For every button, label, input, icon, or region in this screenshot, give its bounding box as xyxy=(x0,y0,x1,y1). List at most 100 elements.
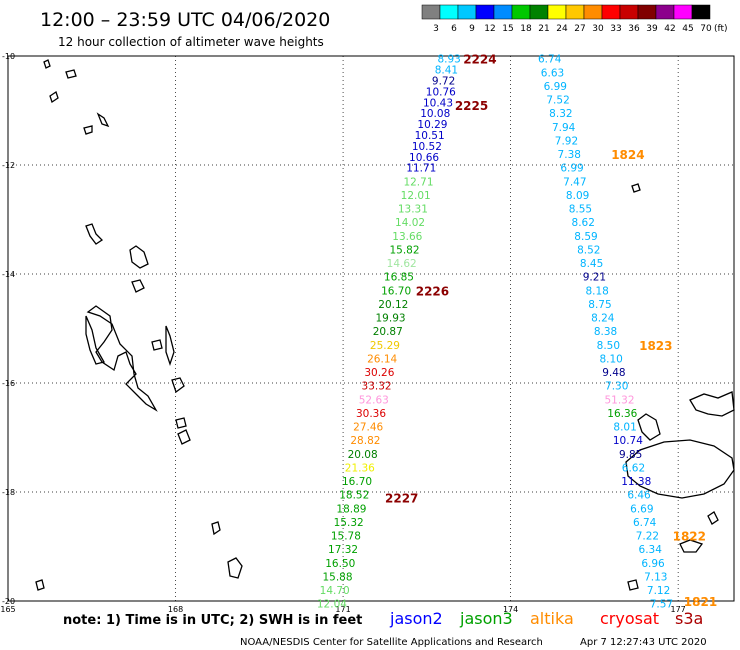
page-title: 12:00 – 23:59 UTC 04/06/2020 xyxy=(40,9,330,31)
wave-height-label: 25.29 xyxy=(370,340,400,352)
island-outline xyxy=(83,125,93,135)
wave-height-label: 9.48 xyxy=(602,367,625,379)
wave-height-label: 15.82 xyxy=(389,244,419,256)
y-tick-label: -14 xyxy=(2,270,15,279)
y-tick-label: -18 xyxy=(2,488,15,497)
coastlines xyxy=(35,59,735,591)
island-outline xyxy=(129,245,149,269)
colorbar-level: 3 xyxy=(433,24,439,34)
pass-time-label: 2225 xyxy=(455,99,488,113)
wave-height-label: 27.46 xyxy=(353,422,383,434)
wave-height-label: 16.36 xyxy=(607,408,637,420)
legend-s3a: s3a xyxy=(675,609,703,628)
wave-height-label: 30.26 xyxy=(364,367,394,379)
wave-height-label: 7.22 xyxy=(636,531,659,543)
island-outline xyxy=(85,223,104,245)
colorbar-level: 45 xyxy=(682,24,693,34)
island-outline xyxy=(637,413,661,441)
wave-height-label: 8.55 xyxy=(569,204,592,216)
island-outline xyxy=(177,429,191,445)
island-outline xyxy=(65,69,77,79)
colorbar: 3 6 9 12 15 18 21 24 27 30 33 36 39 42 45 70 (ft) xyxy=(421,4,728,34)
colorbar-swatch xyxy=(655,4,675,20)
colorbar-swatch xyxy=(583,4,603,20)
wave-height-label: 7.12 xyxy=(647,585,670,597)
timestamp-text: Apr 7 12:27:43 UTC 2020 xyxy=(580,637,707,648)
wave-height-marks: 8.938.419.7210.7610.4310.0810.2910.5110.… xyxy=(317,54,673,611)
pass-time-label: 1824 xyxy=(611,148,644,162)
pass-time-labels: 2224 2225 2226 2227 1824 1823 1822 1821 xyxy=(385,53,717,609)
colorbar-level: 6 xyxy=(451,24,457,34)
wave-height-label: 52.63 xyxy=(359,394,389,406)
grid-lines xyxy=(8,56,734,601)
wave-height-label: 10.08 xyxy=(420,108,450,120)
pass-time-label: 2226 xyxy=(416,284,449,298)
island-outline xyxy=(49,90,59,104)
colorbar-swatch xyxy=(475,4,495,20)
wave-height-label: 6.62 xyxy=(622,462,645,474)
wave-height-label: 14.62 xyxy=(387,258,417,270)
wave-height-label: 20.08 xyxy=(348,449,378,461)
wave-height-label: 10.52 xyxy=(412,141,442,153)
wave-height-label: 10.43 xyxy=(423,97,453,109)
wave-height-label: 6.74 xyxy=(538,54,562,66)
island-outline xyxy=(625,439,735,499)
wave-height-label: 18.89 xyxy=(336,503,366,515)
axis-ticks: 165 168 171 174 177 -10 -12 -14 -16 -18 -20 xyxy=(0,52,685,614)
wave-height-label: 9.85 xyxy=(619,449,642,461)
island-outline xyxy=(679,539,704,553)
island-outline xyxy=(43,59,51,69)
island-outline xyxy=(707,511,719,525)
wave-height-label: 20.87 xyxy=(373,326,403,338)
wave-height-label: 16.70 xyxy=(381,285,411,297)
wave-height-label: 8.59 xyxy=(574,231,597,243)
colorbar-swatch xyxy=(691,4,711,20)
pass-time-label: 1821 xyxy=(684,595,717,609)
colorbar-unit: (ft) xyxy=(714,24,728,34)
colorbar-swatch xyxy=(421,4,441,20)
y-tick-label: -12 xyxy=(2,161,15,170)
wave-height-label: 12.04 xyxy=(317,599,347,611)
wave-height-label: 13.66 xyxy=(392,231,422,243)
wave-height-label: 30.36 xyxy=(356,408,386,420)
wave-height-label: 7.38 xyxy=(558,149,581,161)
wave-height-label: 6.34 xyxy=(639,544,663,556)
island-outline xyxy=(175,417,187,429)
wave-height-label: 6.69 xyxy=(630,503,653,515)
colorbar-level: 42 xyxy=(664,24,675,34)
wave-height-label: 8.01 xyxy=(613,422,636,434)
colorbar-swatch xyxy=(601,4,621,20)
wave-height-label: 17.32 xyxy=(328,544,358,556)
pass-time-label: 1823 xyxy=(639,339,672,353)
wave-height-label: 10.51 xyxy=(415,130,445,142)
colorbar-level: 24 xyxy=(556,24,568,34)
wave-height-label: 12.71 xyxy=(403,176,433,188)
colorbar-swatch xyxy=(565,4,585,20)
wave-height-label: 6.96 xyxy=(641,558,665,570)
wave-height-label: 6.74 xyxy=(633,517,657,529)
wave-height-label: 18.52 xyxy=(339,490,369,502)
colorbar-level: 21 xyxy=(538,24,549,34)
legend-jason2: jason2 xyxy=(389,609,443,628)
wave-height-label: 28.82 xyxy=(350,435,380,447)
island-outline xyxy=(131,279,145,293)
legend-jason3: jason3 xyxy=(459,609,513,628)
x-tick-label: 165 xyxy=(0,605,15,614)
pass-time-label: 2224 xyxy=(463,53,496,67)
wave-height-label: 21.36 xyxy=(345,462,375,474)
pass-time-label: 2227 xyxy=(385,491,418,505)
wave-height-label: 51.32 xyxy=(604,394,634,406)
wave-height-label: 8.52 xyxy=(577,244,600,256)
island-outline xyxy=(165,325,175,367)
wave-height-label: 10.66 xyxy=(409,152,439,164)
wave-height-label: 7.94 xyxy=(552,122,576,134)
island-outline xyxy=(35,579,45,591)
wave-height-label: 26.14 xyxy=(367,353,397,365)
colorbar-level: 70 xyxy=(700,24,712,34)
wave-height-label: 16.70 xyxy=(342,476,372,488)
wave-height-label: 15.78 xyxy=(331,531,361,543)
wave-height-label: 8.24 xyxy=(591,313,615,325)
wave-height-label: 7.92 xyxy=(555,135,578,147)
colorbar-swatch xyxy=(637,4,657,20)
